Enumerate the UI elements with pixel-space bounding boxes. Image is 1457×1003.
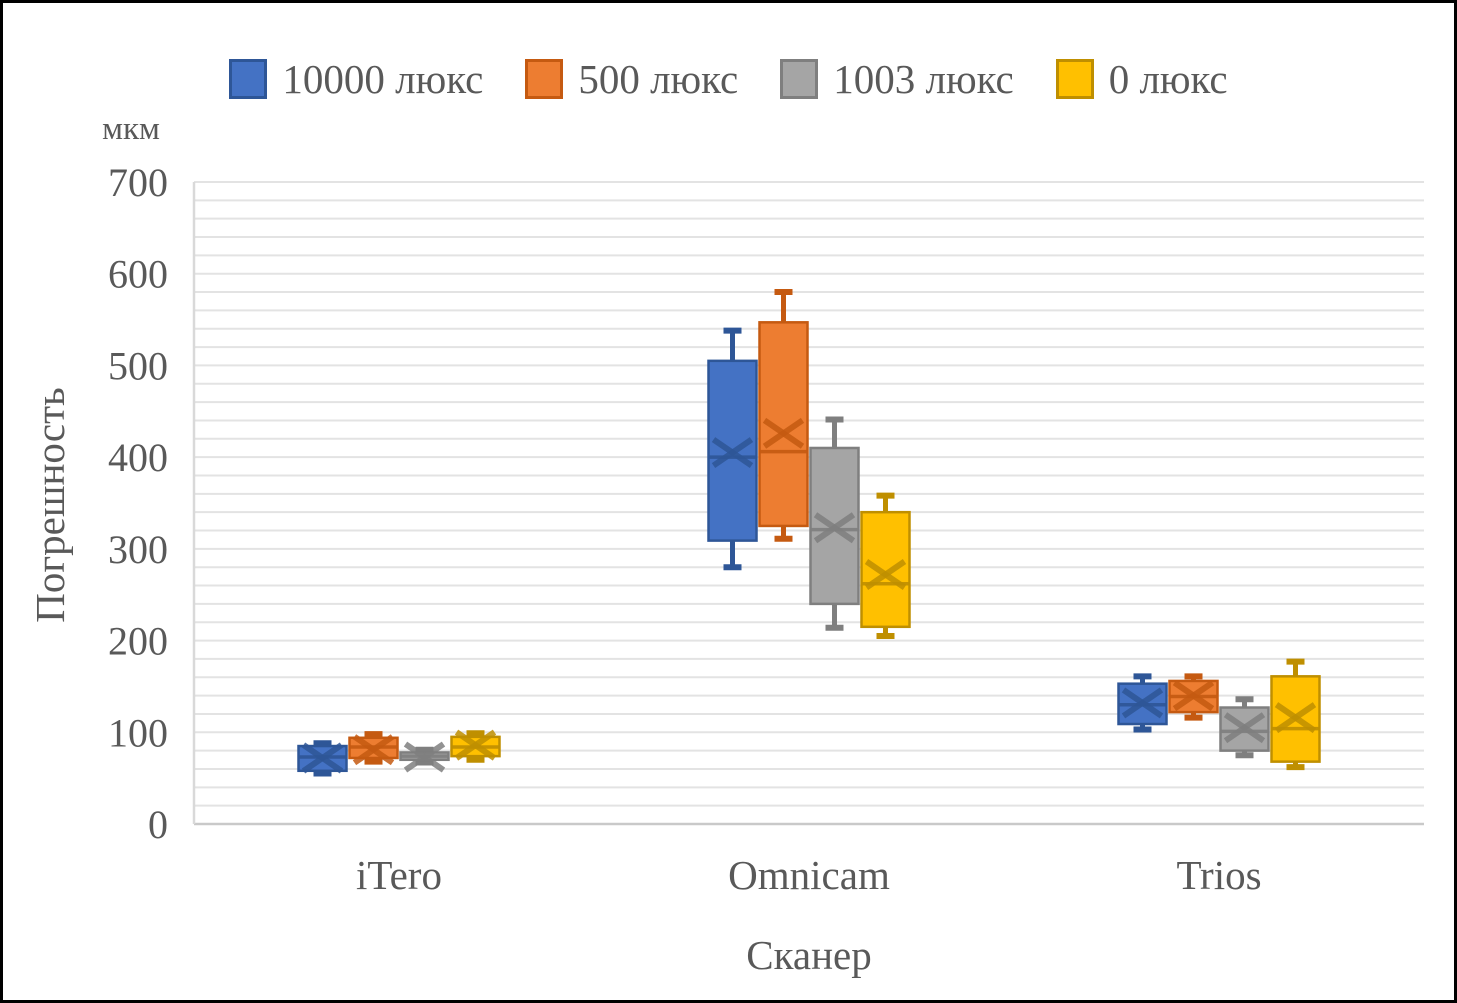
legend-item-1: 500 люкс <box>525 55 738 103</box>
boxplot-svg: 0 100 200 300 400 500 600 700 iTero Omnicam Trios <box>108 160 1424 898</box>
box-iTero-0-mean-x-icon <box>301 742 344 774</box>
x-category-label: iTero <box>356 852 442 898</box>
legend-item-2: 1003 люкс <box>780 55 1014 103</box>
legend-label: 10000 люкс <box>282 56 484 102</box>
legend-label: 1003 люкс <box>833 56 1014 102</box>
legend-label: 0 люкс <box>1108 56 1228 102</box>
box-Trios-3-mean-x-icon <box>1274 702 1317 734</box>
box-Omnicam-2 <box>809 446 860 606</box>
y-tick-label: 100 <box>108 710 168 755</box>
y-tick-label: 500 <box>108 343 168 388</box>
x-category-label: Omnicam <box>728 852 890 898</box>
y-tick-label: 700 <box>108 160 168 205</box>
legend: 10000 люкс 500 люкс 1003 люкс 0 люкс <box>3 55 1454 103</box>
y-tick-label: 300 <box>108 527 168 572</box>
y-tick-label: 600 <box>108 252 168 297</box>
box-Trios-2-mean-x-icon <box>1223 712 1266 744</box>
box-Omnicam-3 <box>860 510 911 629</box>
legend-swatch-icon <box>1055 59 1094 99</box>
y-tick-label: 400 <box>108 435 168 480</box>
box-Omnicam-2-mean-x-icon <box>813 512 856 544</box>
box-Omnicam-3-mean-x-icon <box>864 559 907 591</box>
legend-swatch-icon <box>525 59 564 99</box>
box-Trios-1-mean-x-icon <box>1172 680 1215 712</box>
x-axis-title: Сканер <box>746 932 872 978</box>
box-iTero-3-mean-x-icon <box>454 729 497 761</box>
box-Omnicam-0-mean-x-icon <box>711 437 754 469</box>
legend-swatch-icon <box>780 59 819 99</box>
legend-item-3: 0 люкс <box>1055 55 1228 103</box>
y-axis-unit-label: мкм <box>102 111 160 147</box>
legend-label: 500 люкс <box>578 56 739 102</box>
legend-item-0: 10000 люкс <box>229 55 483 103</box>
box-iTero-1-mean-x-icon <box>352 734 395 766</box>
box-iTero-2-mean-x-icon <box>403 741 446 773</box>
y-tick-label: 0 <box>148 802 168 847</box>
box-Omnicam-1-mean-x-icon <box>762 417 805 449</box>
y-tick-label: 200 <box>108 619 168 664</box>
x-category-label: Trios <box>1176 852 1261 898</box>
box-Trios-0-mean-x-icon <box>1121 687 1164 719</box>
legend-swatch-icon <box>229 59 268 99</box>
